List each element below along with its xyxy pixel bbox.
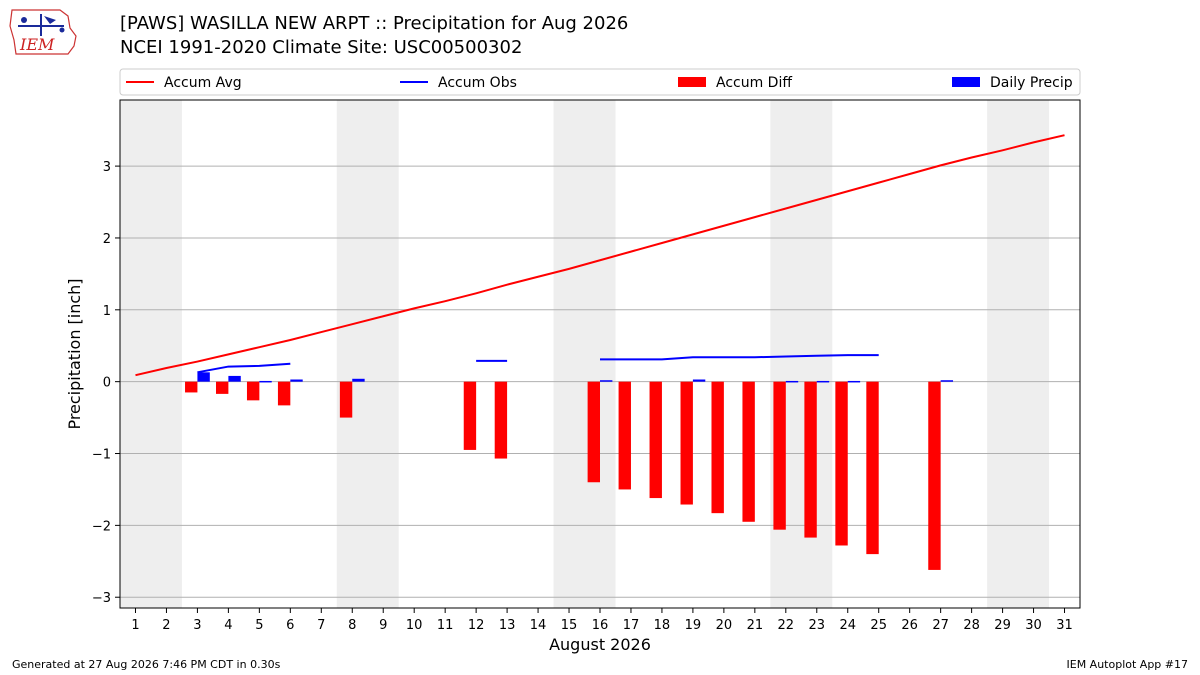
accum-obs-line <box>600 354 879 361</box>
x-tick-label: 18 <box>654 618 671 633</box>
accum-diff-bar <box>246 381 260 401</box>
accum-avg-line <box>135 134 1065 377</box>
x-tick-label: 3 <box>193 618 201 633</box>
daily-precip-bar <box>847 380 861 383</box>
x-tick-label: 4 <box>224 618 232 633</box>
accum-diff-bar <box>185 381 198 393</box>
x-tick-label: 21 <box>747 618 764 633</box>
x-tick-label: 27 <box>932 618 949 633</box>
accum-diff-bar <box>339 381 353 418</box>
y-tick-label: −3 <box>92 591 111 606</box>
x-tick-label: 1 <box>131 618 139 633</box>
x-tick-label: 10 <box>406 618 423 633</box>
x-tick-label: 14 <box>530 618 547 633</box>
weekend-band <box>120 100 182 608</box>
x-tick-label: 22 <box>778 618 795 633</box>
accum-diff-bar <box>649 381 662 499</box>
accum-diff-bar <box>216 381 229 394</box>
legend-box <box>119 68 1081 96</box>
accum-diff-bar <box>928 381 941 570</box>
x-tick-label: 16 <box>592 618 609 633</box>
weekend-band <box>770 100 833 608</box>
logo-text: IEM <box>19 35 55 54</box>
x-tick-label: 6 <box>286 618 294 633</box>
x-tick-label: 9 <box>379 618 387 633</box>
legend-label: Accum Avg <box>164 75 242 91</box>
accum-diff-bar <box>835 381 848 546</box>
weekend-band <box>336 100 399 608</box>
chart-subtitle: NCEI 1991-2020 Climate Site: USC00500302 <box>120 37 523 58</box>
y-tick-label: −2 <box>92 519 111 534</box>
daily-precip-bar <box>259 380 272 383</box>
daily-precip-bar <box>600 380 613 382</box>
accum-diff-bar <box>463 381 477 450</box>
daily-precip-bar <box>940 380 954 382</box>
legend-label: Daily Precip <box>990 75 1073 91</box>
accum-diff-bar <box>618 381 631 490</box>
x-tick-label: 19 <box>685 618 702 633</box>
y-axis-label: Precipitation [inch] <box>65 278 84 429</box>
y-tick-label: −1 <box>92 448 111 463</box>
y-tick-label: 2 <box>103 232 111 247</box>
app-credit: IEM Autoplot App #17 <box>1066 658 1189 671</box>
accum-diff-bar <box>866 381 879 555</box>
x-tick-label: 26 <box>901 618 918 633</box>
x-tick-label: 8 <box>348 618 356 633</box>
x-tick-label: 15 <box>561 618 578 633</box>
accum-obs-line <box>197 362 291 374</box>
x-tick-label: 24 <box>839 618 856 633</box>
accum-diff-bar <box>804 381 817 538</box>
daily-precip-bar <box>785 380 799 383</box>
x-tick-label: 23 <box>809 618 826 633</box>
x-tick-label: 2 <box>162 618 170 633</box>
x-tick-label: 28 <box>963 618 980 633</box>
x-tick-label: 17 <box>623 618 640 633</box>
accum-diff-bar <box>680 381 693 505</box>
iem-logo: IEM <box>9 9 77 55</box>
x-tick-label: 5 <box>255 618 263 633</box>
accum-diff-bar <box>742 381 755 522</box>
y-tick-label: 0 <box>103 376 111 391</box>
x-tick-label: 13 <box>499 618 516 633</box>
weekend-band <box>553 100 616 608</box>
y-tick-label: 3 <box>103 160 111 175</box>
y-tick-label: 1 <box>103 304 111 319</box>
x-tick-label: 25 <box>870 618 887 633</box>
legend-swatch-bar <box>952 77 980 87</box>
x-tick-label: 7 <box>317 618 325 633</box>
x-tick-label: 20 <box>716 618 733 633</box>
daily-precip-bar <box>816 380 830 383</box>
generated-timestamp: Generated at 27 Aug 2026 7:46 PM CDT in … <box>12 658 281 671</box>
x-tick-label: 11 <box>437 618 454 633</box>
x-tick-label: 30 <box>1025 618 1042 633</box>
chart-title: [PAWS] WASILLA NEW ARPT :: Precipitation… <box>120 13 629 34</box>
daily-precip-bar <box>290 379 303 382</box>
x-tick-label: 12 <box>468 618 485 633</box>
daily-precip-bar <box>692 379 706 382</box>
legend-label: Accum Diff <box>716 75 792 91</box>
accum-diff-bar <box>494 381 508 459</box>
daily-precip-bar <box>352 378 365 382</box>
x-tick-label: 29 <box>994 618 1011 633</box>
accum-diff-bar <box>587 381 600 483</box>
legend-swatch-bar <box>678 77 706 87</box>
daily-precip-bar <box>197 372 210 382</box>
x-tick-label: 31 <box>1056 618 1073 633</box>
x-axis-label: August 2026 <box>549 635 651 654</box>
accum-diff-bar <box>277 381 291 406</box>
weekend-band <box>987 100 1050 608</box>
legend-label: Accum Obs <box>438 75 517 91</box>
accum-diff-bar <box>773 381 786 530</box>
daily-precip-bar <box>228 375 241 382</box>
accum-diff-bar <box>711 381 724 514</box>
